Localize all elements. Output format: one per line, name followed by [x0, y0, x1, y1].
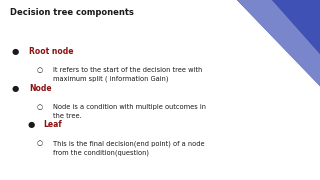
- Polygon shape: [272, 0, 320, 54]
- Text: Decision tree components: Decision tree components: [10, 8, 133, 17]
- Text: Root node: Root node: [29, 47, 73, 56]
- Text: ●: ●: [27, 120, 35, 129]
- Text: Node is a condition with multiple outcomes in
the tree.: Node is a condition with multiple outcom…: [53, 104, 206, 119]
- Text: ○: ○: [37, 68, 43, 73]
- Text: This is the final decision(end point) of a node
from the condition(question): This is the final decision(end point) of…: [53, 140, 204, 156]
- Polygon shape: [237, 0, 320, 86]
- Text: ○: ○: [37, 104, 43, 110]
- Text: ○: ○: [37, 140, 43, 146]
- Text: Node: Node: [29, 84, 52, 93]
- Text: ●: ●: [11, 84, 19, 93]
- Polygon shape: [237, 0, 320, 86]
- Text: ●: ●: [11, 47, 19, 56]
- Text: Leaf: Leaf: [43, 120, 62, 129]
- Text: It refers to the start of the decision tree with
maximum split ( information Gai: It refers to the start of the decision t…: [53, 68, 202, 82]
